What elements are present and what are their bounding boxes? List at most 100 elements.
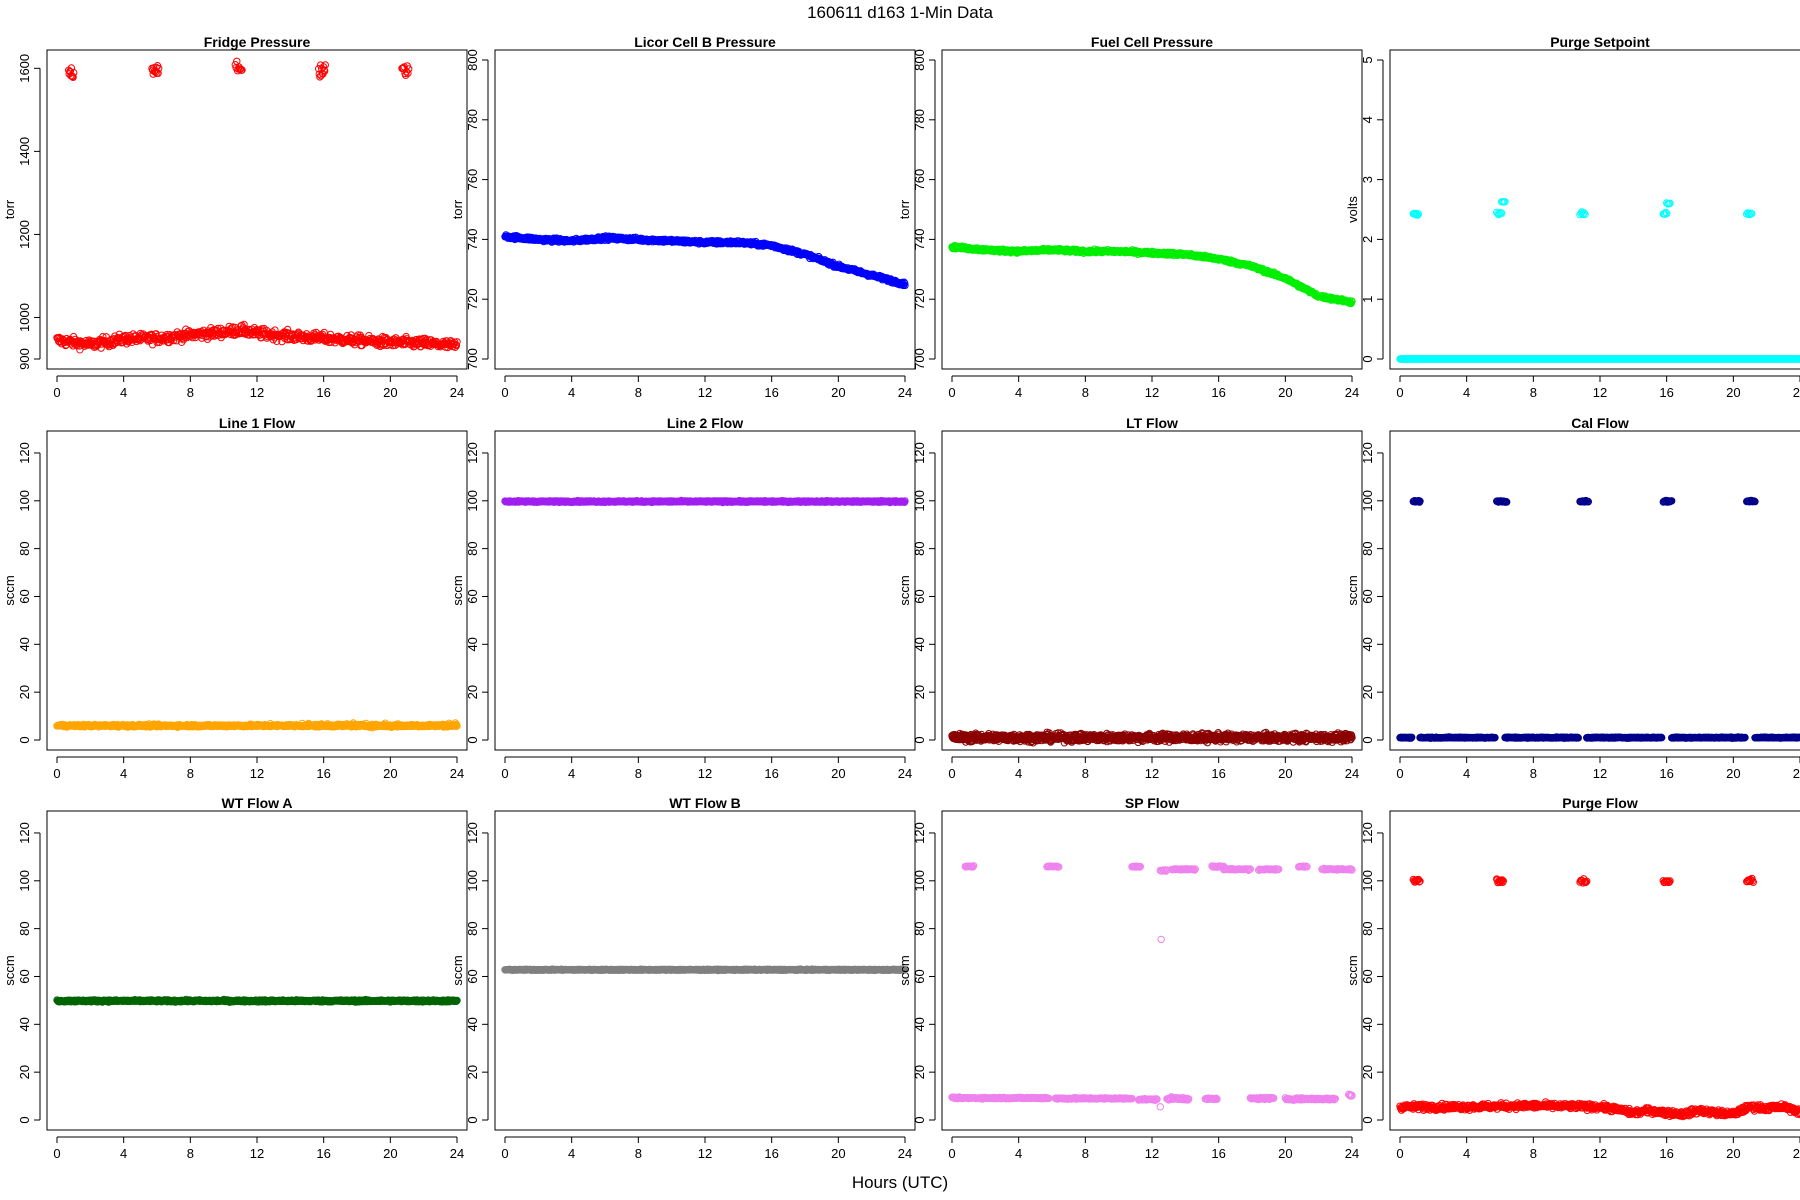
y-tick-label: 1 <box>1360 296 1375 303</box>
point <box>236 65 245 73</box>
y-tick-label: 1200 <box>17 220 32 249</box>
point <box>155 64 163 73</box>
y-tick-label: 5 <box>1360 56 1375 63</box>
point <box>1414 210 1423 218</box>
series-1 <box>501 496 909 507</box>
y-tick-label: 740 <box>465 229 480 251</box>
x-tick-label: 12 <box>1145 385 1159 400</box>
series-1 <box>53 320 461 354</box>
panel-title: Licor Cell B Pressure <box>634 34 776 50</box>
x-tick-label: 8 <box>187 766 194 781</box>
data-points <box>1396 198 1800 363</box>
y-tick-label: 720 <box>465 288 480 310</box>
point <box>1580 209 1588 217</box>
y-tick-label: 1600 <box>17 54 32 83</box>
y-axis-title: torr <box>897 199 912 219</box>
x-tick-label: 16 <box>1659 385 1673 400</box>
x-tick-label: 0 <box>53 385 60 400</box>
plot-frame <box>1389 49 1800 370</box>
point <box>402 71 410 79</box>
y-tick-label: 760 <box>465 169 480 191</box>
x-tick-label: 8 <box>1530 385 1537 400</box>
point <box>1748 209 1756 218</box>
point <box>1413 211 1422 219</box>
y-tick-label: 3 <box>1360 176 1375 183</box>
point <box>453 338 461 346</box>
point <box>1662 208 1670 217</box>
x-tick-label: 8 <box>635 766 642 781</box>
plot-frame <box>46 430 468 751</box>
x-tick-label: 24 <box>898 766 912 781</box>
point <box>1744 209 1752 217</box>
point <box>1796 355 1800 363</box>
x-tick-label: 20 <box>1278 385 1292 400</box>
x-tick-label: 24 <box>898 385 912 400</box>
y-tick-label: 900 <box>17 348 32 370</box>
x-tick-label: 16 <box>764 385 778 400</box>
x-tick-label: 4 <box>120 385 127 400</box>
point <box>266 720 274 728</box>
x-tick-label: 20 <box>383 385 397 400</box>
x-tick-label: 12 <box>250 385 264 400</box>
x-tick-label: 16 <box>1211 385 1225 400</box>
data-points <box>501 496 909 507</box>
point <box>1498 209 1506 217</box>
y-tick-label: 40 <box>465 637 480 651</box>
panel-title: Line 2 Flow <box>667 415 743 431</box>
plot-frame <box>941 49 1363 370</box>
x-tick-label: 20 <box>1726 385 1740 400</box>
series-1 <box>53 719 461 732</box>
point <box>238 66 246 74</box>
y-tick-label: 0 <box>465 736 480 743</box>
y-tick-label: 100 <box>465 490 480 512</box>
y-tick-label: 700 <box>465 348 480 370</box>
y-tick-label: 60 <box>17 589 32 603</box>
point <box>387 723 396 731</box>
point <box>271 326 279 334</box>
point <box>148 341 157 349</box>
point <box>405 65 413 73</box>
x-tick-label: 20 <box>831 385 845 400</box>
y-tick-label: 60 <box>465 589 480 603</box>
point <box>283 325 292 334</box>
point <box>1663 209 1671 218</box>
y-tick-label: 100 <box>17 490 32 512</box>
y-tick-label: 720 <box>912 288 927 310</box>
y-tick-label: 800 <box>465 49 480 71</box>
point <box>321 61 329 69</box>
point <box>82 336 90 345</box>
panel-title: Purge Setpoint <box>1550 34 1650 50</box>
y-axis-title: torr <box>450 199 465 219</box>
point <box>111 332 119 340</box>
point <box>69 73 77 82</box>
y-tick-label: 700 <box>912 348 927 370</box>
point <box>404 69 412 77</box>
panel-title: Line 1 Flow <box>219 415 295 431</box>
x-tick-label: 12 <box>250 766 264 781</box>
series-2 <box>65 57 413 82</box>
point <box>368 724 377 732</box>
series-2 <box>1409 198 1756 219</box>
point <box>1579 210 1587 219</box>
y-axis-title: torr <box>2 199 17 219</box>
x-tick-label: 4 <box>568 766 575 781</box>
y-tick-label: 1400 <box>17 137 32 166</box>
data-points <box>501 231 909 290</box>
x-tick-label: 12 <box>1593 385 1607 400</box>
y-tick-label: 0 <box>17 736 32 743</box>
point <box>154 69 162 77</box>
x-tick-label: 24 <box>450 385 464 400</box>
y-axis-title: sccm <box>450 575 465 605</box>
plot-frame <box>494 49 916 370</box>
point <box>901 281 909 290</box>
plot-frame <box>46 49 468 370</box>
y-tick-label: 780 <box>912 109 927 131</box>
panel-title: Fridge Pressure <box>204 34 311 50</box>
y-tick-label: 2 <box>1360 236 1375 243</box>
x-tick-label: 4 <box>1463 385 1470 400</box>
y-tick-label: 80 <box>17 541 32 555</box>
